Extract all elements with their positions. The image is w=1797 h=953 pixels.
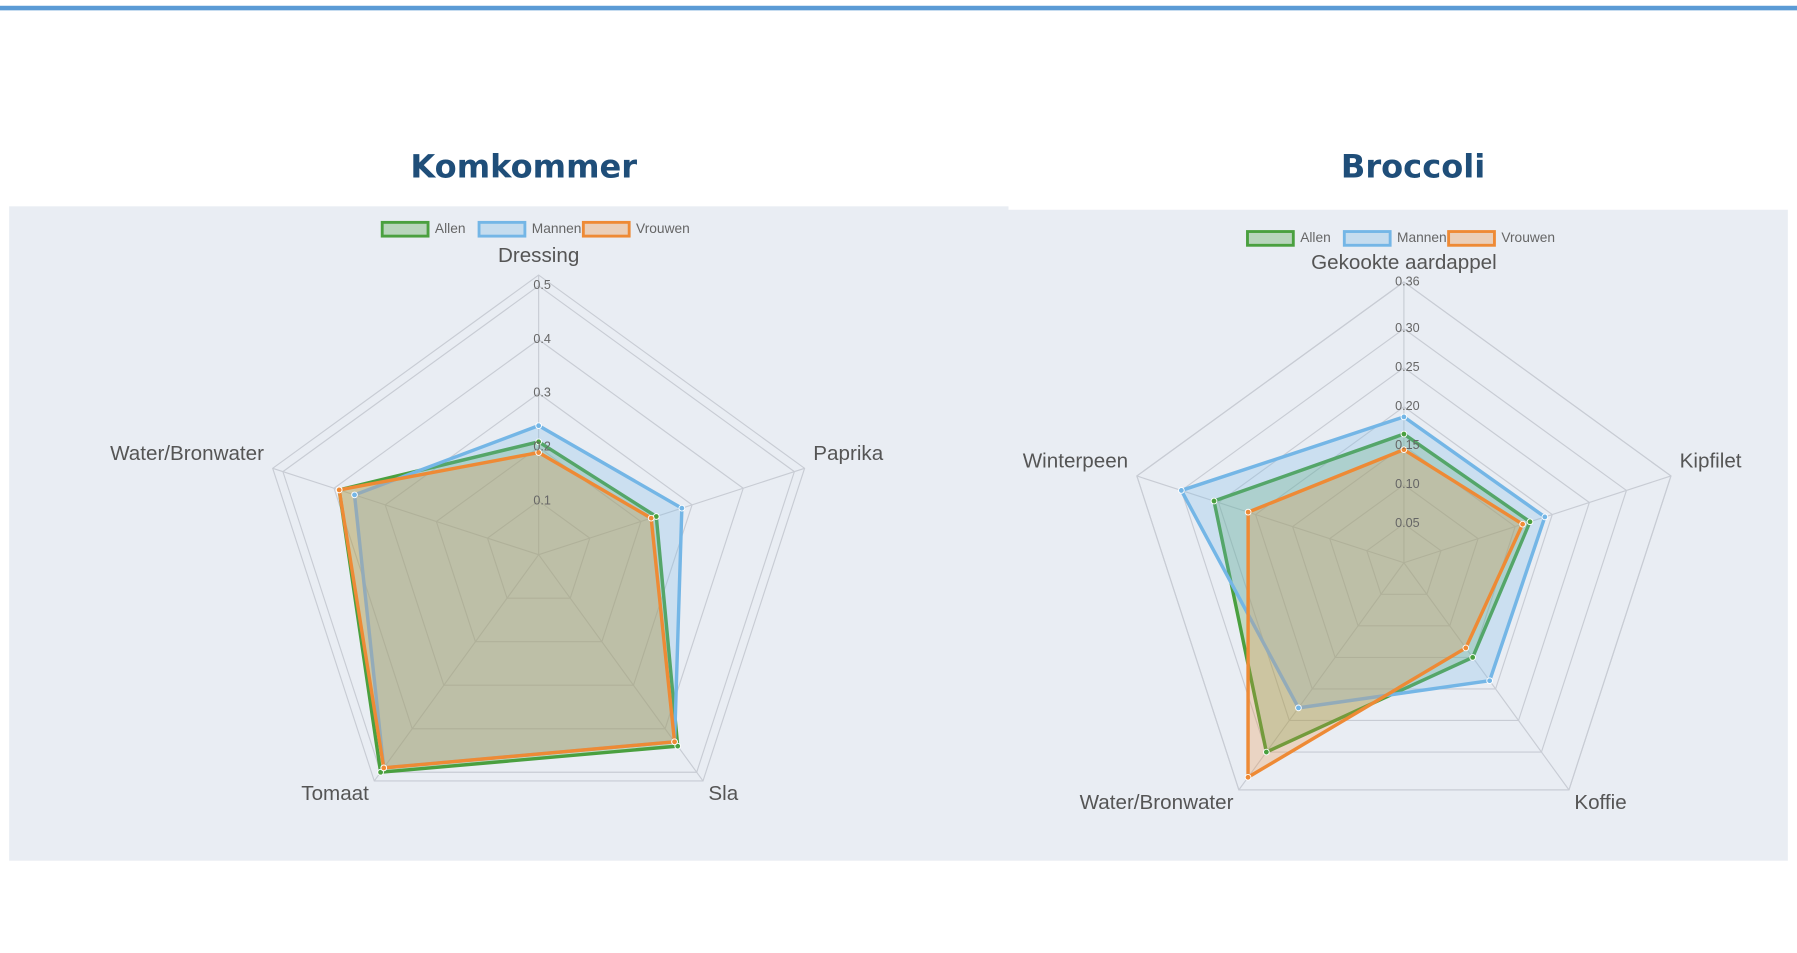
grid-ring bbox=[1180, 328, 1628, 753]
data-point bbox=[380, 764, 388, 772]
data-point bbox=[678, 504, 686, 512]
spoke bbox=[272, 467, 539, 556]
tick-label: 0.5 bbox=[533, 278, 551, 292]
series-area bbox=[337, 440, 680, 774]
grid-ring bbox=[435, 446, 642, 643]
grid-ring bbox=[333, 338, 744, 730]
data-point bbox=[1263, 748, 1270, 756]
chart-title: Broccoli bbox=[1341, 148, 1485, 186]
outer-ring bbox=[272, 274, 806, 782]
axis-label: Gekookte aardappel bbox=[1311, 251, 1497, 274]
tick-label: 0.05 bbox=[1395, 516, 1420, 530]
grid-ring bbox=[486, 500, 591, 599]
grid-ring bbox=[1136, 281, 1672, 791]
data-point bbox=[1469, 654, 1476, 661]
legend-label: Vrouwen bbox=[636, 221, 690, 236]
legend-swatch bbox=[1342, 230, 1392, 247]
grid-ring bbox=[1329, 484, 1479, 627]
series-area bbox=[1246, 447, 1525, 779]
data-point bbox=[1541, 513, 1549, 521]
grid-ring bbox=[384, 392, 693, 686]
data-point bbox=[1400, 413, 1408, 421]
tick-label: 0.2 bbox=[533, 439, 551, 453]
data-point bbox=[535, 422, 542, 429]
data-point bbox=[674, 742, 682, 750]
legend-swatch bbox=[380, 220, 430, 238]
data-point bbox=[1400, 446, 1408, 453]
tick-label: 0.4 bbox=[533, 332, 551, 346]
legend-swatch bbox=[581, 220, 631, 238]
data-point bbox=[1519, 520, 1526, 528]
data-point bbox=[671, 738, 678, 746]
axis-label: Paprika bbox=[813, 442, 883, 465]
data-point bbox=[1526, 518, 1534, 526]
legend-swatch bbox=[1246, 230, 1295, 247]
data-point bbox=[1400, 430, 1408, 438]
data-point bbox=[1295, 704, 1302, 712]
series-area bbox=[1179, 415, 1547, 710]
grid-ring bbox=[1366, 523, 1442, 595]
legend-swatch bbox=[1447, 230, 1496, 247]
data-point bbox=[1178, 487, 1185, 494]
data-point bbox=[1244, 508, 1252, 516]
data-point bbox=[1462, 644, 1470, 652]
axis-label: Sla bbox=[708, 782, 738, 805]
data-point bbox=[1486, 677, 1493, 685]
data-point bbox=[1210, 497, 1218, 505]
data-point bbox=[647, 514, 655, 522]
legend-swatch bbox=[477, 220, 527, 238]
data-point bbox=[535, 438, 542, 446]
data-point bbox=[351, 491, 358, 499]
data-point bbox=[377, 768, 384, 776]
tick-label: 0.10 bbox=[1395, 477, 1420, 491]
axis-label: Kipfilet bbox=[1680, 450, 1742, 473]
tick-label: 0.1 bbox=[533, 493, 551, 507]
spoke bbox=[538, 467, 805, 556]
panel bbox=[9, 206, 1009, 861]
series-area bbox=[337, 450, 677, 770]
axis-label: Winterpeen bbox=[1023, 450, 1128, 473]
grid-ring bbox=[1217, 367, 1591, 722]
axis-label: Water/Bronwater bbox=[1080, 791, 1234, 814]
tick-label: 0.25 bbox=[1395, 360, 1420, 374]
legend-label: Allen bbox=[1300, 230, 1331, 245]
axis-label: Koffie bbox=[1574, 791, 1626, 814]
legend-label: Mannen bbox=[532, 221, 582, 236]
axis-label: Water/Bronwater bbox=[110, 442, 264, 465]
legend-label: Vrouwen bbox=[1501, 230, 1555, 245]
tick-label: 0.20 bbox=[1395, 399, 1420, 413]
tick-label: 0.3 bbox=[533, 386, 551, 400]
grid-ring bbox=[282, 285, 796, 773]
spoke bbox=[373, 554, 540, 782]
tick-label: 0.30 bbox=[1395, 321, 1420, 335]
grid-ring bbox=[1291, 445, 1516, 658]
chart-title: Komkommer bbox=[410, 148, 637, 186]
legend-label: Mannen bbox=[1397, 230, 1447, 245]
tick-label: 0.36 bbox=[1395, 274, 1420, 288]
data-point bbox=[335, 486, 343, 494]
legend-label: Allen bbox=[435, 221, 466, 236]
data-point bbox=[1244, 773, 1252, 781]
data-point bbox=[535, 449, 542, 456]
tick-label: 0.15 bbox=[1395, 438, 1420, 452]
axis-label: Tomaat bbox=[301, 782, 369, 805]
top-rule bbox=[0, 5, 1797, 11]
axis-label: Dressing bbox=[498, 244, 579, 267]
